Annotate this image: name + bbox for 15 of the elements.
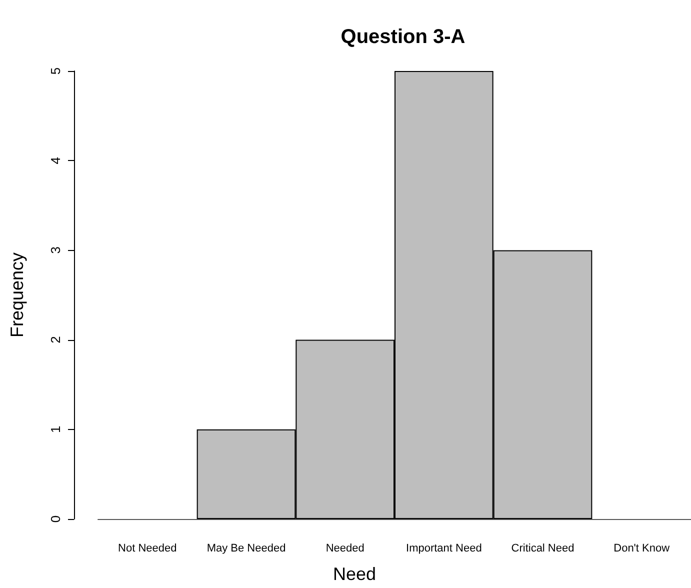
x-tick-label: Needed (326, 542, 364, 554)
x-tick-label: May Be Needed (206, 542, 286, 554)
y-axis-title: Frequency (7, 252, 27, 338)
y-tick-label: 5 (48, 67, 63, 75)
x-tick-label: Important Need (406, 542, 482, 554)
y-tick-label: 2 (48, 336, 63, 344)
chart-title: Question 3-A (340, 26, 466, 48)
x-tick-label: Don't Know (614, 542, 670, 554)
y-tick-label: 3 (48, 246, 63, 254)
x-axis-title: Need (332, 564, 376, 584)
x-tick-label: Not Needed (118, 542, 177, 554)
y-tick-label: 1 (48, 426, 63, 434)
y-tick-label: 0 (48, 515, 63, 523)
x-tick-label: Critical Need (511, 542, 574, 554)
y-tick-label: 4 (48, 156, 63, 164)
